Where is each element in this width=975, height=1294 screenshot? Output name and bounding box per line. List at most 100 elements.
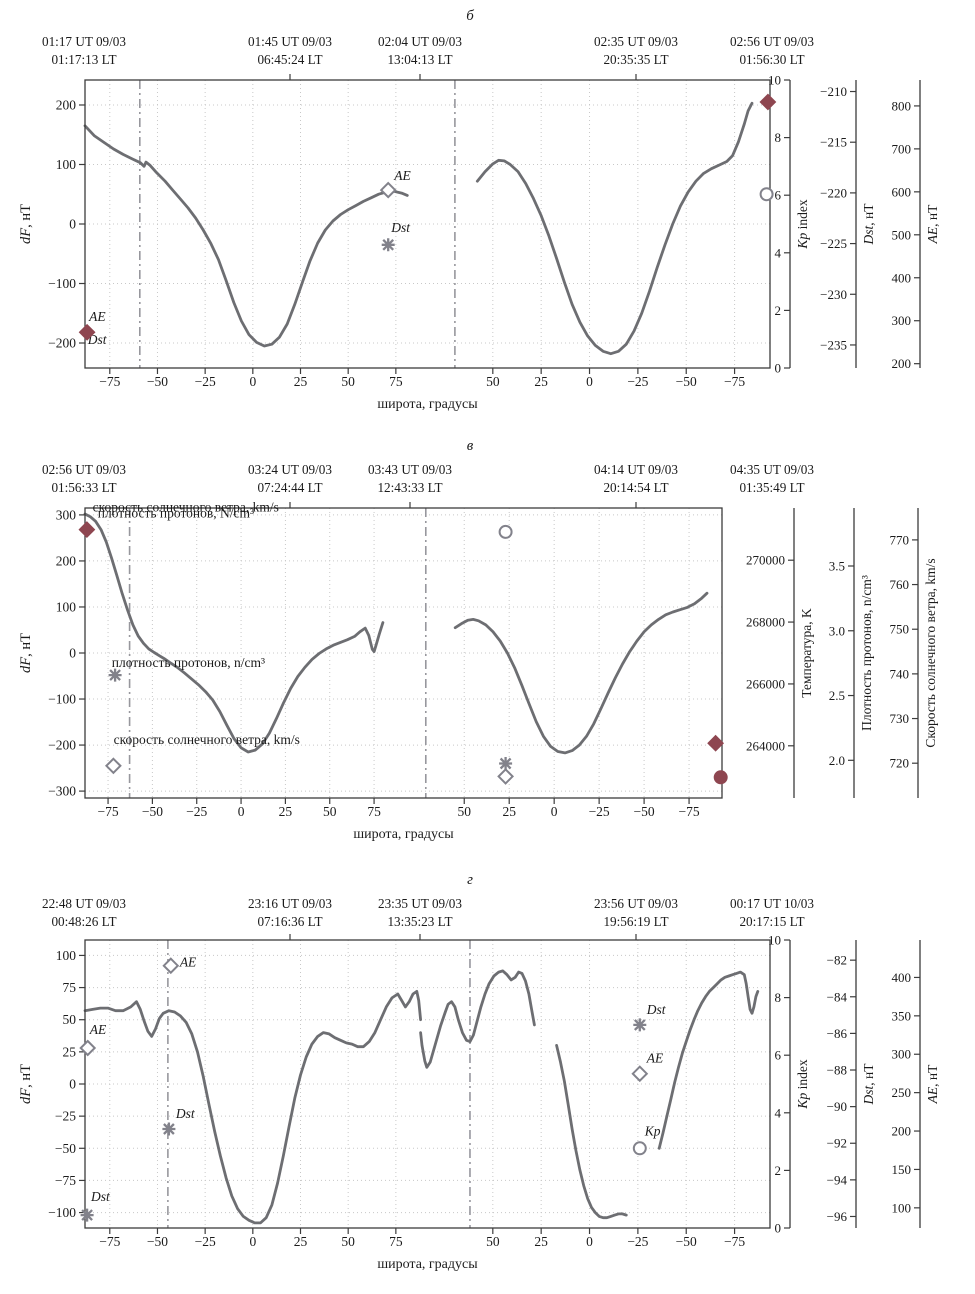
x-tick-label: −25 <box>186 804 207 819</box>
right-axis-tick: 800 <box>892 98 912 113</box>
x-tick-label: −50 <box>634 804 655 819</box>
x-tick-label: 50 <box>323 804 337 819</box>
x-tick-label: −25 <box>195 374 216 389</box>
marker-diamond <box>162 957 180 975</box>
x-tick-label: −50 <box>142 804 163 819</box>
right-axis-tick: 300 <box>892 313 912 328</box>
x-tick-label: −50 <box>147 374 168 389</box>
right-axis-tick: −225 <box>820 236 847 251</box>
marker-label: Dst <box>646 1002 667 1017</box>
data-curve <box>83 124 409 348</box>
plot-border <box>84 939 771 1229</box>
right-axis-tick: 0 <box>775 361 782 376</box>
right-axis-tick: −94 <box>827 1172 848 1187</box>
time-label-ut: 23:16 UT 09/03 <box>248 896 332 911</box>
annotation: AE <box>88 309 106 324</box>
data-curve <box>83 990 422 1225</box>
right-axis-tick: 3.5 <box>829 559 845 574</box>
right-axis-title: Kp index <box>795 1059 810 1109</box>
right-axis-tick: 10 <box>768 73 781 88</box>
x-tick-label: 25 <box>294 374 308 389</box>
marker-cross <box>162 1122 176 1136</box>
chart-в: в 02:56 UT 09/03 01:56:33 LT 03:24 UT 09/03… <box>18 438 938 842</box>
time-label-lt: 01:35:49 LT <box>739 480 804 495</box>
time-label-ut: 02:35 UT 09/03 <box>594 34 678 49</box>
time-label-ut: 02:56 UT 09/03 <box>730 34 814 49</box>
x-tick-label: 0 <box>238 804 245 819</box>
y-tick-label: −75 <box>55 1173 76 1188</box>
marker-label: Dst <box>175 1106 196 1121</box>
time-label-ut: 02:56 UT 09/03 <box>42 462 126 477</box>
x-tick-label: 25 <box>294 1234 308 1249</box>
time-label-lt: 19:56:19 LT <box>603 914 668 929</box>
right-axis-tick: −215 <box>820 135 847 150</box>
y-tick-label: 200 <box>56 553 77 568</box>
right-axis-tick: 400 <box>892 970 912 985</box>
time-label-ut: 03:43 UT 09/03 <box>368 462 452 477</box>
marker-label: AE <box>89 1022 107 1037</box>
time-label-ut: 23:56 UT 09/03 <box>594 896 678 911</box>
grid <box>85 80 770 368</box>
right-axis-tick: 720 <box>890 756 910 771</box>
right-axis-title: Dst, нТ <box>861 1063 876 1106</box>
right-axis-tick: 4 <box>775 245 782 260</box>
annotation: скорость солнечного ветра, km/s <box>93 500 279 515</box>
x-axis-label: широта, градусы <box>377 1257 478 1272</box>
annotation: скорость солнечного ветра, km/s <box>114 732 300 747</box>
x-tick-label: −25 <box>627 1234 648 1249</box>
right-axis-tick: −86 <box>827 1026 848 1041</box>
right-axis-tick: 266000 <box>746 676 785 691</box>
x-tick-label: 75 <box>389 374 403 389</box>
x-tick-label: 25 <box>534 1234 548 1249</box>
x-tick-label: 75 <box>367 804 381 819</box>
right-axis-tick: −82 <box>827 953 847 968</box>
panel-title: г <box>467 872 473 888</box>
grid <box>85 508 722 798</box>
marker-diamond <box>707 734 725 752</box>
data-curve <box>83 512 385 754</box>
time-label-lt: 01:56:33 LT <box>51 480 116 495</box>
right-axis-tick: 4 <box>775 1105 782 1120</box>
x-tick-label: 25 <box>279 804 293 819</box>
x-tick-label: 75 <box>389 1234 403 1249</box>
marker-cross <box>80 1208 94 1222</box>
right-axis-tick: 270000 <box>746 553 785 568</box>
right-axis-tick: 268000 <box>746 615 785 630</box>
time-label-lt: 13:04:13 LT <box>387 52 452 67</box>
panel-title: б <box>466 8 474 24</box>
x-tick-label: 50 <box>486 374 500 389</box>
right-axis-title: Скорость солнечного ветра, km/s <box>923 558 938 747</box>
x-tick-label: −50 <box>147 1234 168 1249</box>
x-tick-label: 50 <box>341 1234 355 1249</box>
right-axis-tick: 264000 <box>746 738 785 753</box>
time-label-lt: 20:17:15 LT <box>739 914 804 929</box>
x-tick-label: 0 <box>551 804 558 819</box>
marker-circle <box>759 187 774 202</box>
right-axis-tick: −230 <box>820 287 847 302</box>
marker-circle <box>713 770 728 785</box>
right-axis-tick: 770 <box>890 532 910 547</box>
x-tick-label: −75 <box>99 374 120 389</box>
time-label-lt: 00:48:26 LT <box>51 914 116 929</box>
time-label-lt: 07:16:36 LT <box>257 914 322 929</box>
y-tick-label: 100 <box>56 157 77 172</box>
marker-label: Dst <box>90 1189 111 1204</box>
right-axis-tick: 700 <box>892 141 912 156</box>
time-label-lt: 07:24:44 LT <box>257 480 322 495</box>
y-tick-label: 0 <box>69 646 76 661</box>
marker-circle <box>632 1141 647 1156</box>
right-axis-title: Плотность протонов, n/cm³ <box>859 575 874 731</box>
marker-cross <box>499 757 513 770</box>
x-tick-label: −50 <box>676 1234 697 1249</box>
time-label-ut: 22:48 UT 09/03 <box>42 896 126 911</box>
panel-б: б 01:17 UT 09/03 01:17:13 LT 01:45 UT 09/03… <box>0 0 975 432</box>
right-axis-tick: −235 <box>820 337 847 352</box>
marker-diamond <box>79 1039 97 1057</box>
y-tick-label: −300 <box>48 784 76 799</box>
y-tick-label: 75 <box>63 980 77 995</box>
data-curve <box>419 969 536 1069</box>
x-axis-label: широта, градусы <box>377 397 478 412</box>
right-axis-tick: −92 <box>827 1136 847 1151</box>
y-tick-label: −100 <box>48 1205 76 1220</box>
